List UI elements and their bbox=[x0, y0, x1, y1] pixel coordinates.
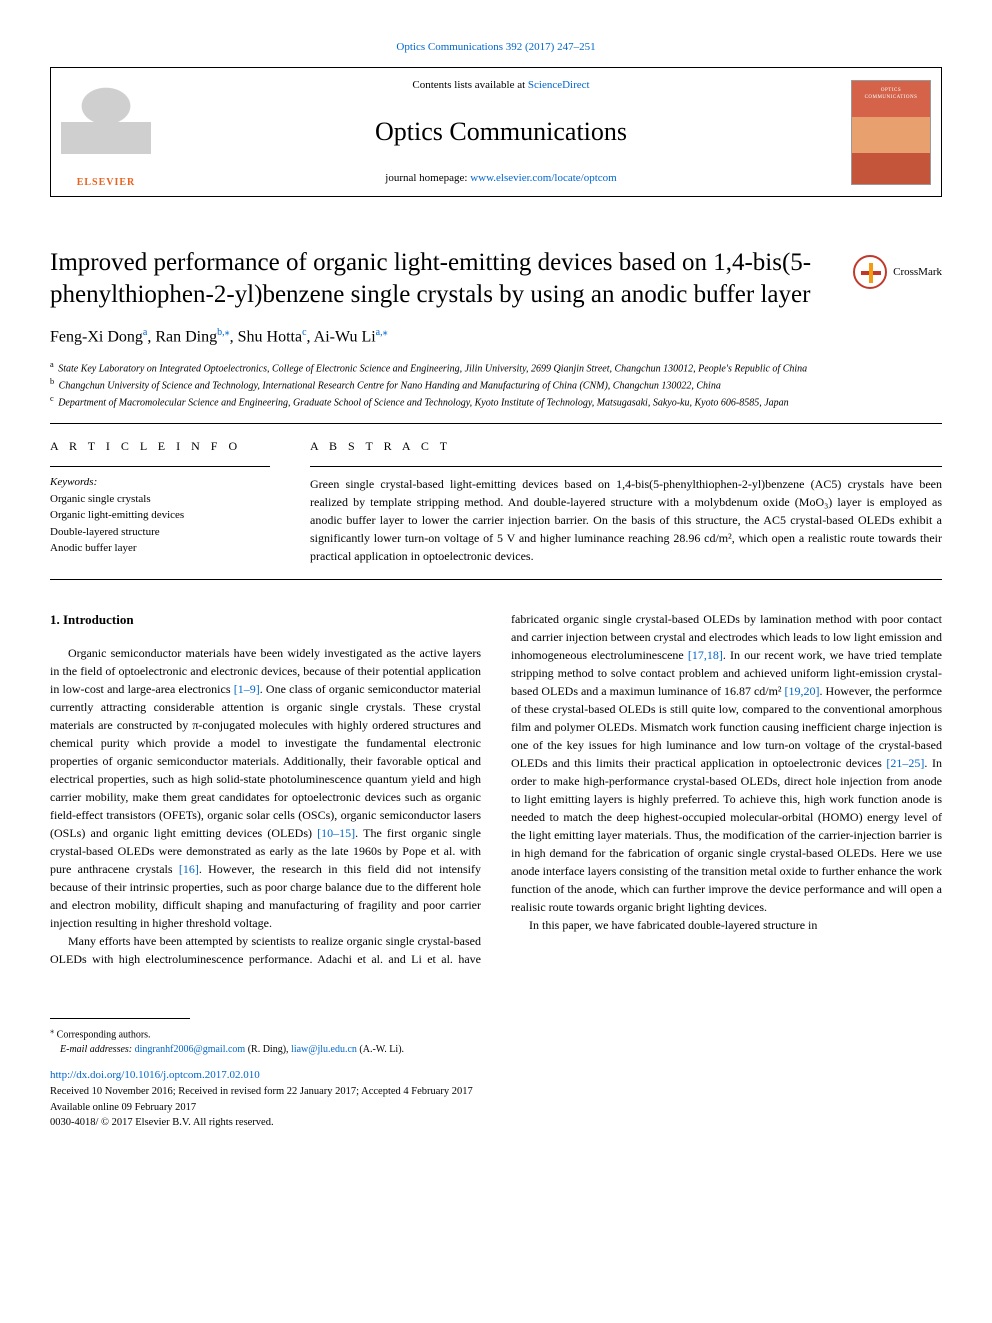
corresponding-note: ⁎ Corresponding authors. bbox=[50, 1025, 942, 1042]
keyword-4: Anodic buffer layer bbox=[50, 540, 270, 557]
crossmark-badge[interactable]: CrossMark bbox=[853, 255, 942, 289]
abstract-text: Green single crystal-based light-emittin… bbox=[310, 475, 942, 565]
footnote-rule bbox=[50, 1018, 190, 1019]
journal-header: ELSEVIER Contents lists available at Sci… bbox=[50, 67, 942, 197]
crossmark-icon bbox=[853, 255, 887, 289]
abstract-divider bbox=[310, 466, 942, 467]
contents-line: Contents lists available at ScienceDirec… bbox=[412, 78, 589, 93]
email-2[interactable]: liaw@jlu.edu.cn bbox=[291, 1044, 357, 1055]
article-title: Improved performance of organic light-em… bbox=[50, 247, 833, 310]
keywords-list: Organic single crystals Organic light-em… bbox=[50, 491, 270, 557]
author-1-aff[interactable]: a bbox=[143, 327, 147, 338]
ref-1-9[interactable]: [1–9] bbox=[234, 682, 260, 696]
ref-19-20[interactable]: [19,20] bbox=[785, 684, 820, 698]
divider-2 bbox=[50, 579, 942, 580]
crossmark-label: CrossMark bbox=[893, 265, 942, 280]
received-line: Received 10 November 2016; Received in r… bbox=[50, 1084, 942, 1100]
abstract-heading: A B S T R A C T bbox=[310, 438, 942, 455]
author-4-corr[interactable]: ⁎ bbox=[383, 327, 388, 338]
author-2-corr[interactable]: ⁎ bbox=[225, 327, 230, 338]
email-label: E-mail addresses: bbox=[60, 1044, 135, 1055]
journal-homepage: journal homepage: www.elsevier.com/locat… bbox=[385, 171, 616, 186]
homepage-link[interactable]: www.elsevier.com/locate/optcom bbox=[470, 172, 617, 184]
info-abstract-row: A R T I C L E I N F O Keywords: Organic … bbox=[50, 438, 942, 566]
ref-10-15[interactable]: [10–15] bbox=[317, 826, 355, 840]
publisher-name: ELSEVIER bbox=[57, 176, 155, 190]
email-1[interactable]: dingranhf2006@gmail.com bbox=[135, 1044, 246, 1055]
author-1: Feng-Xi Dong bbox=[50, 328, 143, 345]
authors-line: Feng-Xi Donga, Ran Dingb,⁎, Shu Hottac, … bbox=[50, 326, 942, 349]
publisher-block: ELSEVIER bbox=[51, 68, 161, 196]
cover-block bbox=[841, 68, 941, 196]
journal-name: Optics Communications bbox=[375, 114, 627, 150]
ref-21-25[interactable]: [21–25] bbox=[886, 756, 924, 770]
intro-p3: In this paper, we have fabricated double… bbox=[511, 916, 942, 934]
article-info-heading: A R T I C L E I N F O bbox=[50, 438, 270, 455]
homepage-prefix: journal homepage: bbox=[385, 172, 470, 184]
sciencedirect-link[interactable]: ScienceDirect bbox=[528, 79, 590, 91]
body-columns: 1. Introduction Organic semiconductor ma… bbox=[50, 610, 942, 968]
author-2: Ran Ding bbox=[155, 328, 217, 345]
footer: ⁎ Corresponding authors. E-mail addresse… bbox=[50, 1018, 942, 1131]
intro-p1: Organic semiconductor materials have bee… bbox=[50, 644, 481, 932]
available-line: Available online 09 February 2017 bbox=[50, 1100, 942, 1116]
copyright-line: 0030-4018/ © 2017 Elsevier B.V. All righ… bbox=[50, 1115, 942, 1131]
ref-17-18[interactable]: [17,18] bbox=[688, 648, 723, 662]
contents-prefix: Contents lists available at bbox=[412, 79, 527, 91]
journal-cover-icon bbox=[851, 80, 931, 185]
keyword-1: Organic single crystals bbox=[50, 491, 270, 508]
author-3: Shu Hotta bbox=[238, 328, 302, 345]
divider bbox=[50, 423, 942, 424]
abstract-col: A B S T R A C T Green single crystal-bas… bbox=[310, 438, 942, 566]
keyword-2: Organic light-emitting devices bbox=[50, 507, 270, 524]
info-divider bbox=[50, 466, 270, 467]
header-center: Contents lists available at ScienceDirec… bbox=[161, 68, 841, 196]
author-3-aff[interactable]: c bbox=[302, 327, 306, 338]
article-info-col: A R T I C L E I N F O Keywords: Organic … bbox=[50, 438, 270, 566]
author-2-aff[interactable]: b, bbox=[217, 327, 225, 338]
elsevier-tree-icon bbox=[61, 74, 151, 154]
introduction-section: 1. Introduction Organic semiconductor ma… bbox=[50, 610, 942, 968]
title-row: Improved performance of organic light-em… bbox=[50, 247, 942, 310]
affiliations: a State Key Laboratory on Integrated Opt… bbox=[50, 359, 942, 411]
email-line: E-mail addresses: dingranhf2006@gmail.co… bbox=[50, 1042, 942, 1057]
doi-link[interactable]: http://dx.doi.org/10.1016/j.optcom.2017.… bbox=[50, 1069, 260, 1081]
author-4-aff[interactable]: a, bbox=[376, 327, 383, 338]
top-citation: Optics Communications 392 (2017) 247–251 bbox=[50, 40, 942, 55]
intro-heading: 1. Introduction bbox=[50, 610, 481, 630]
keyword-3: Double-layered structure bbox=[50, 524, 270, 541]
author-4: Ai-Wu Li bbox=[314, 328, 376, 345]
affiliation-a: a State Key Laboratory on Integrated Opt… bbox=[50, 359, 942, 376]
affiliation-c: c Department of Macromolecular Science a… bbox=[50, 393, 942, 410]
affiliation-b: b Changchun University of Science and Te… bbox=[50, 376, 942, 393]
keywords-label: Keywords: bbox=[50, 475, 270, 490]
top-citation-link[interactable]: Optics Communications 392 (2017) 247–251 bbox=[396, 41, 595, 53]
ref-16[interactable]: [16] bbox=[179, 862, 199, 876]
